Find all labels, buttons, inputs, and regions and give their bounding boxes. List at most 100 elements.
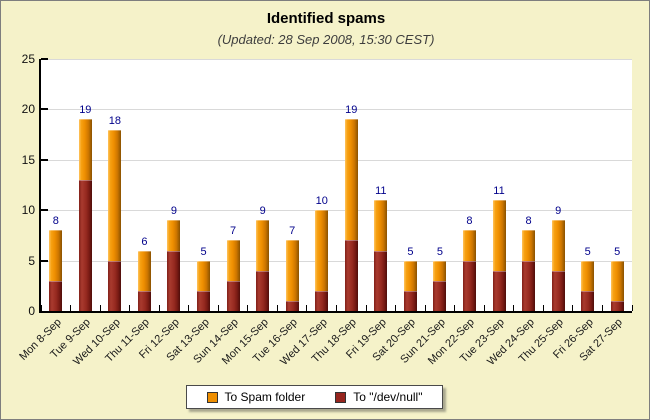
bar-segment-spam-folder: [433, 260, 447, 281]
bar-total-label: 8: [525, 215, 532, 228]
bar-segment-devnull: [581, 290, 595, 311]
chart-subtitle: (Updated: 28 Sep 2008, 15:30 CEST): [217, 32, 435, 47]
bar-segment-spam-folder: [167, 220, 181, 251]
bar-segment-devnull: [374, 250, 388, 311]
x-axis-tick: [542, 305, 544, 311]
x-axis-tick: [454, 305, 456, 311]
bar-segment-spam-folder: [315, 210, 329, 291]
y-tick-label: 5: [28, 253, 35, 268]
y-tick-label: 25: [21, 52, 35, 66]
x-axis-tick: [483, 305, 485, 311]
y-axis-tick: [41, 158, 48, 161]
bar-segment-devnull: [433, 280, 447, 311]
bar-segment-spam-folder: [374, 200, 388, 251]
bar-segment-spam-folder: [551, 220, 565, 271]
bar-segment-devnull: [315, 290, 329, 311]
x-axis-tick: [158, 305, 160, 311]
bar-segment-devnull: [167, 250, 181, 311]
bar-segment-spam-folder: [581, 260, 595, 291]
x-axis-tick: [513, 305, 515, 311]
plot-area: [39, 59, 632, 313]
bar-segment-devnull: [256, 270, 270, 311]
bar-total-label: 5: [584, 245, 591, 258]
y-tick-label: 20: [21, 102, 35, 117]
bar-total-label: 11: [375, 185, 387, 198]
chart-title: Identified spams: [266, 10, 386, 27]
bar-segment-devnull: [462, 260, 476, 311]
bar-segment-devnull: [492, 270, 506, 311]
x-axis-tick: [217, 305, 219, 311]
bar-segment-spam-folder: [226, 240, 240, 281]
bar-total-label: 6: [141, 235, 148, 248]
bar-segment-spam-folder: [462, 230, 476, 261]
bar-total-label: 10: [315, 195, 328, 208]
x-axis-tick: [365, 305, 367, 311]
x-axis-tick: [572, 305, 574, 311]
y-axis-tick: [41, 108, 48, 111]
gridline: [41, 109, 632, 111]
bar-segment-devnull: [285, 300, 299, 311]
x-axis-tick: [70, 305, 72, 311]
x-axis-tick: [129, 305, 131, 311]
bar-segment-spam-folder: [403, 260, 417, 291]
x-axis-tick: [336, 305, 337, 311]
bar-total-label: 18: [108, 114, 121, 127]
x-axis-tick: [306, 305, 308, 311]
bar-segment-devnull: [137, 290, 151, 311]
bar-total-label: 5: [200, 245, 207, 258]
gridline: [41, 59, 632, 60]
bar-total-label: 9: [259, 205, 266, 218]
bar-total-label: 7: [289, 225, 296, 238]
bar-segment-devnull: [108, 260, 122, 311]
bar-segment-devnull: [49, 280, 63, 311]
bar-segment-spam-folder: [522, 230, 536, 261]
bar-segment-devnull: [226, 280, 240, 311]
legend-swatch: [206, 391, 218, 403]
y-axis-tick: [41, 58, 48, 60]
bar-total-label: 8: [466, 215, 473, 228]
legend-label: To "/dev/null": [353, 390, 423, 404]
gridline: [41, 210, 632, 212]
bar-segment-spam-folder: [197, 260, 211, 291]
y-tick-label: 10: [21, 203, 35, 218]
bar-segment-spam-folder: [344, 119, 358, 241]
gridline: [41, 159, 632, 161]
y-axis-tick: [41, 209, 48, 212]
bar-segment-spam-folder: [256, 220, 270, 271]
x-axis-tick: [247, 305, 249, 311]
bar-total-label: 9: [555, 205, 562, 218]
bar-segment-devnull: [78, 179, 92, 311]
bar-segment-devnull: [344, 240, 358, 311]
y-axis-tick: [41, 259, 48, 262]
x-axis-tick: [601, 305, 603, 311]
bar-total-label: 5: [614, 245, 621, 258]
gridline: [41, 260, 632, 262]
bar-segment-devnull: [197, 290, 211, 311]
bar-segment-devnull: [522, 260, 536, 311]
bar-segment-devnull: [403, 290, 417, 311]
legend-swatch: [335, 391, 347, 403]
x-axis-tick: [276, 305, 278, 311]
y-tick-label: 0: [28, 304, 35, 318]
x-axis-tick: [424, 305, 426, 311]
bar-total-label: 8: [52, 215, 59, 228]
bar-total-label: 7: [230, 225, 237, 238]
bar-segment-spam-folder: [108, 129, 122, 261]
bar-segment-devnull: [610, 300, 624, 311]
x-axis-tick: [99, 305, 101, 311]
y-tick-label: 15: [21, 152, 35, 167]
legend-item: To Spam folder: [206, 390, 306, 404]
bar-segment-spam-folder: [78, 119, 92, 180]
legend-item: To "/dev/null": [335, 391, 422, 403]
bar-segment-spam-folder: [49, 230, 63, 281]
bar-segment-devnull: [551, 270, 565, 311]
bar-segment-spam-folder: [285, 240, 299, 301]
x-axis-tick: [188, 305, 190, 311]
bar-total-label: 11: [493, 185, 505, 198]
bar-segment-spam-folder: [610, 260, 624, 301]
bar-total-label: 19: [345, 104, 358, 117]
bar-total-label: 5: [407, 245, 414, 258]
x-axis-tick: [631, 305, 633, 311]
legend-label: To Spam folder: [224, 390, 306, 404]
